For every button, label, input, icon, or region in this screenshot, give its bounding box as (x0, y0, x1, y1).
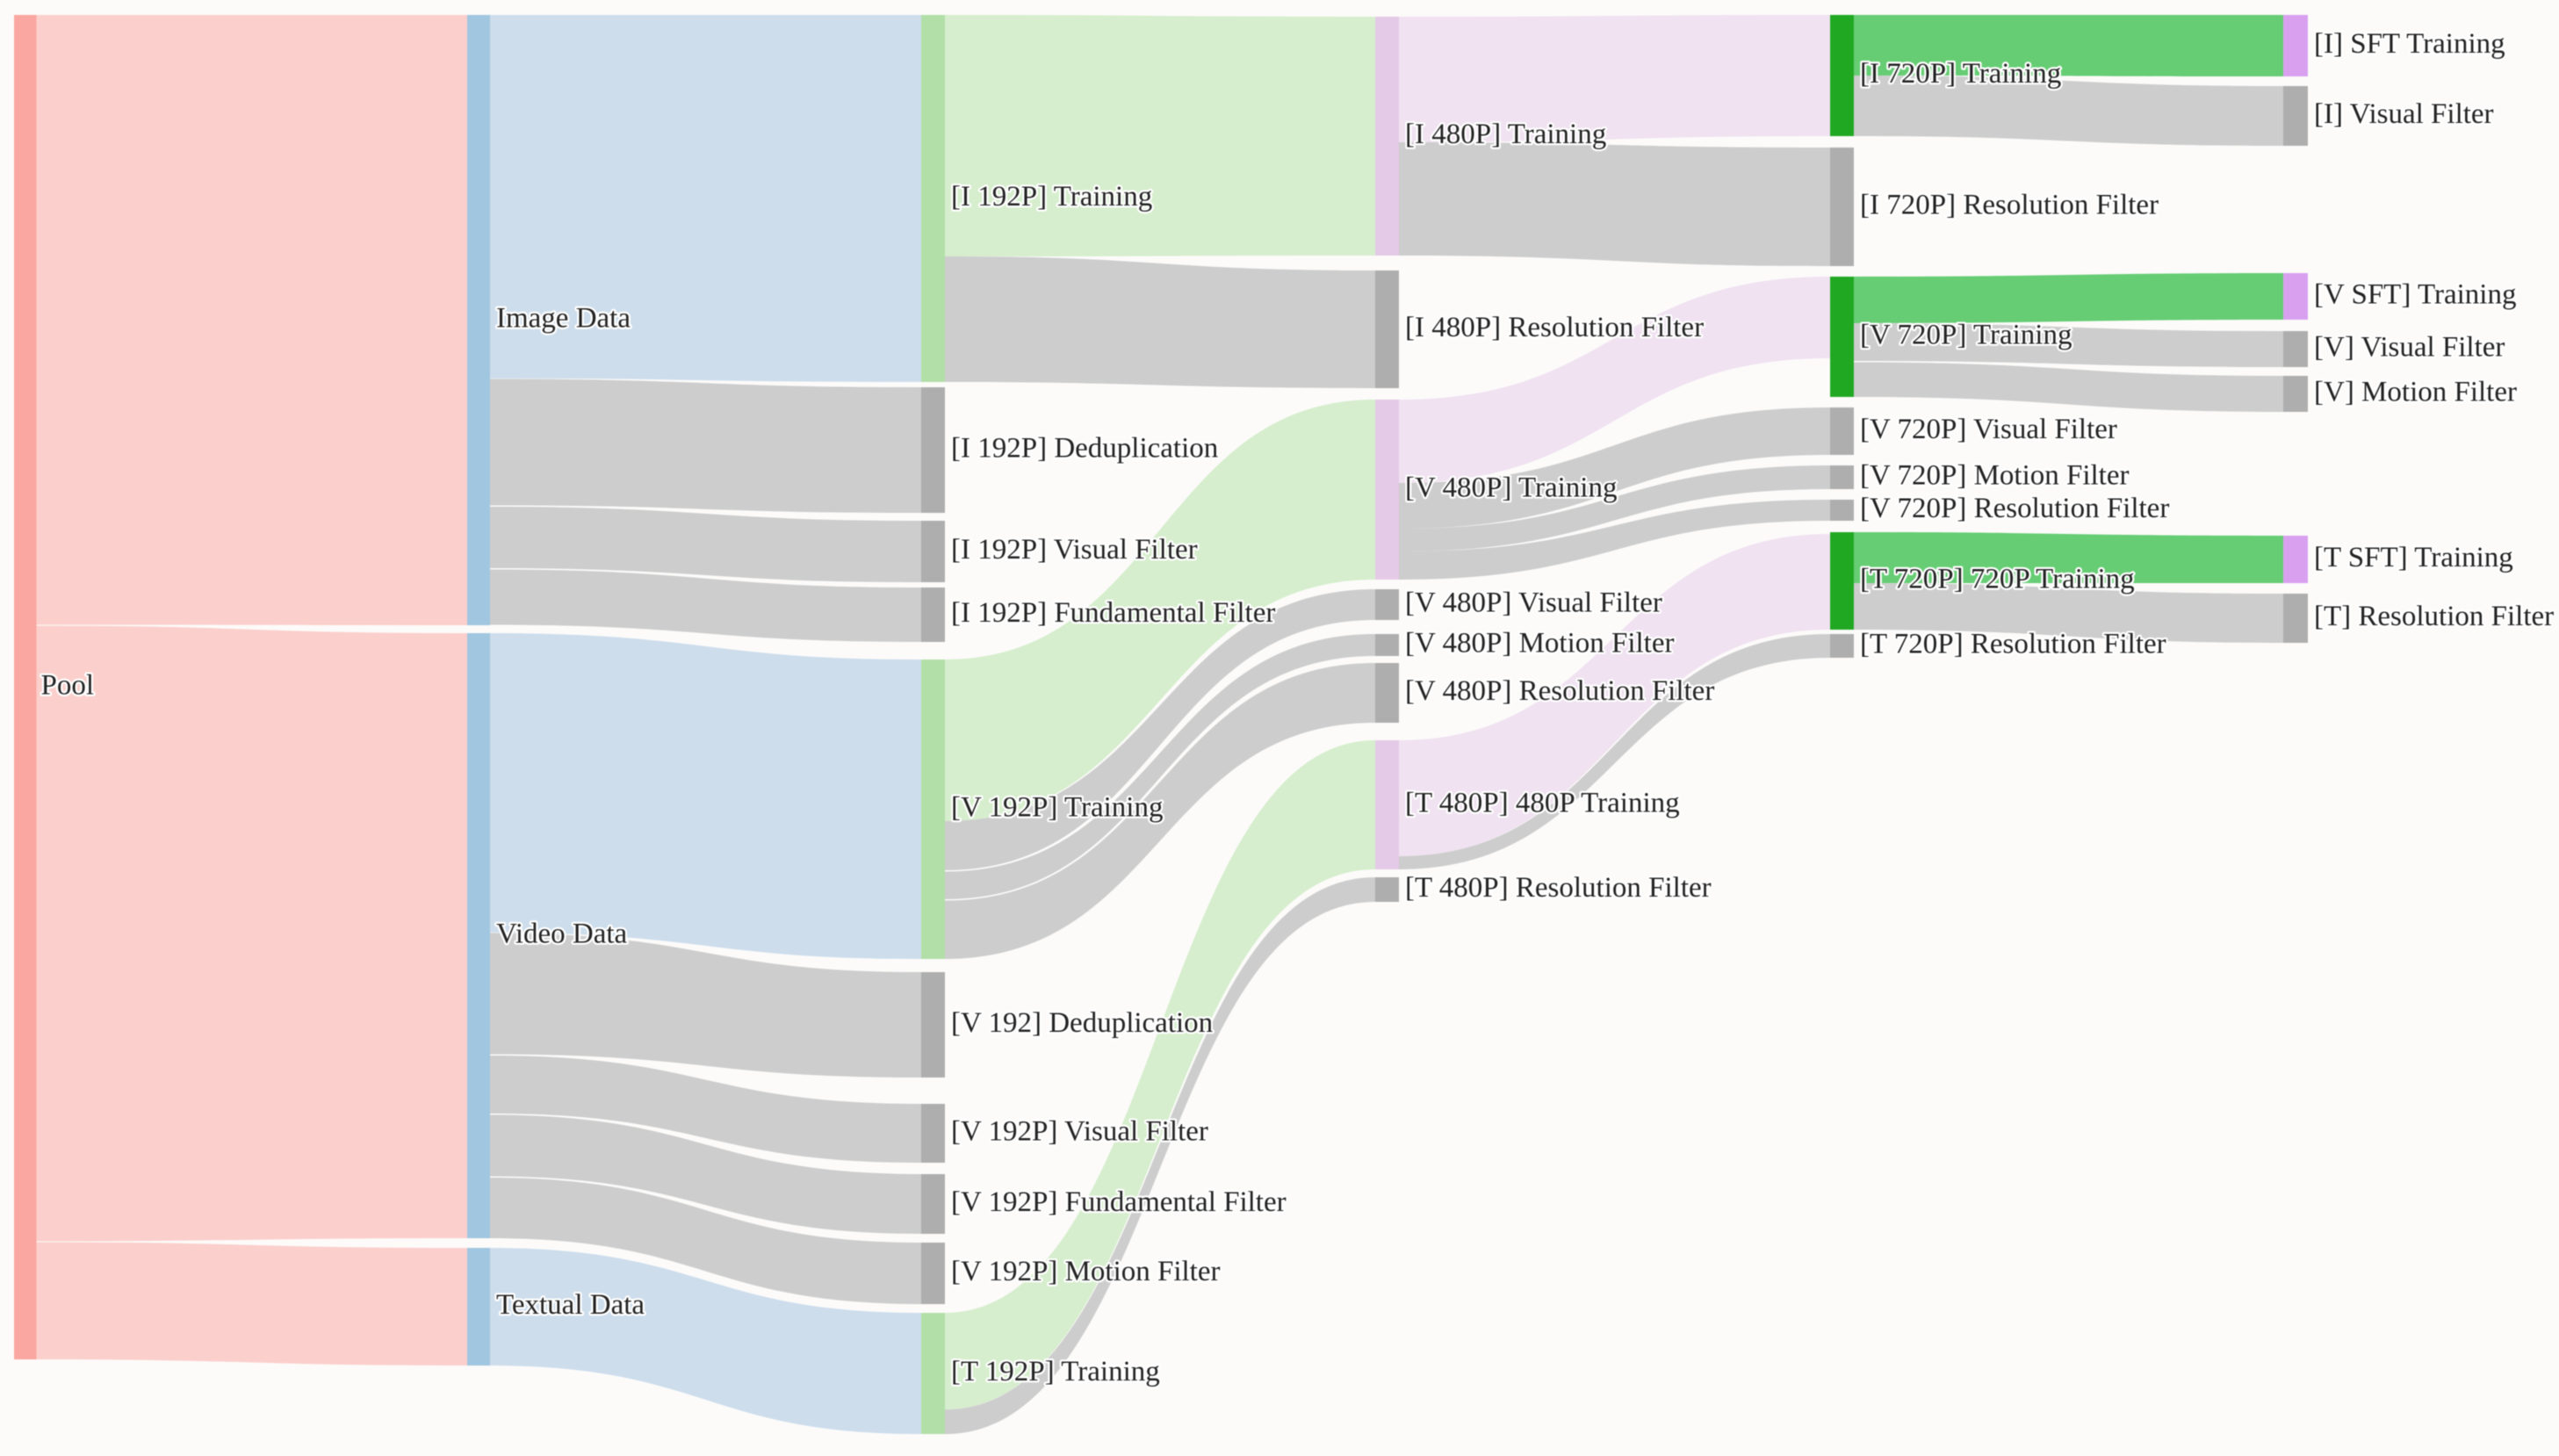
svg-text:[I 192P] Training: [I 192P] Training (951, 181, 1152, 213)
svg-text:[V 192P] Visual Filter: [V 192P] Visual Filter (951, 1115, 1208, 1147)
svg-text:[T 192P] Training: [T 192P] Training (951, 1356, 1160, 1388)
svg-text:[V 480P] Visual Filter: [V 480P] Visual Filter (1405, 587, 1662, 618)
svg-text:[T] Resolution Filter: [T] Resolution Filter (2314, 601, 2554, 632)
svg-text:[I] Visual Filter: [I] Visual Filter (2314, 98, 2494, 130)
svg-text:[T 720P] 720P Training: [T 720P] 720P Training (1860, 563, 2135, 595)
svg-text:[T 480P] Resolution Filter: [T 480P] Resolution Filter (1405, 872, 1712, 904)
svg-text:Video Data: Video Data (496, 918, 628, 949)
svg-text:[I] SFT Training: [I] SFT Training (2314, 28, 2505, 60)
svg-text:[I 720P] Resolution Filter: [I 720P] Resolution Filter (1860, 189, 2159, 220)
svg-text:[I 480P] Resolution Filter: [I 480P] Resolution Filter (1405, 312, 1704, 343)
svg-text:[V 192P] Motion Filter: [V 192P] Motion Filter (951, 1256, 1221, 1287)
svg-text:[V 720P] Resolution Filter: [V 720P] Resolution Filter (1860, 493, 2169, 524)
svg-text:[T 480P] 480P Training: [T 480P] 480P Training (1405, 787, 1680, 818)
svg-text:[V 480P] Training: [V 480P] Training (1405, 472, 1617, 503)
svg-text:[V 720P] Training: [V 720P] Training (1860, 319, 2072, 350)
svg-text:[I 192P] Fundamental Filter: [I 192P] Fundamental Filter (951, 597, 1275, 629)
svg-text:[V] Motion Filter: [V] Motion Filter (2314, 376, 2517, 407)
svg-text:[V 480P] Resolution Filter: [V 480P] Resolution Filter (1405, 675, 1714, 707)
svg-text:[V 192P] Training: [V 192P] Training (951, 791, 1163, 823)
svg-text:Pool: Pool (41, 669, 95, 701)
svg-text:[V 192P] Fundamental Filter: [V 192P] Fundamental Filter (951, 1186, 1287, 1218)
svg-text:[T 720P] Resolution Filter: [T 720P] Resolution Filter (1860, 628, 2166, 660)
svg-text:[I 720P] Training: [I 720P] Training (1860, 58, 2061, 90)
svg-text:[V 480P] Motion Filter: [V 480P] Motion Filter (1405, 627, 1675, 659)
svg-text:[I 480P] Training: [I 480P] Training (1405, 119, 1606, 150)
svg-text:[T SFT] Training: [T SFT] Training (2314, 542, 2513, 573)
svg-text:Textual Data: Textual Data (496, 1289, 645, 1321)
svg-text:[V SFT] Training: [V SFT] Training (2314, 278, 2516, 310)
svg-text:Image Data: Image Data (496, 302, 631, 334)
svg-text:[V 720P] Visual Filter: [V 720P] Visual Filter (1860, 414, 2117, 445)
svg-text:[V] Visual Filter: [V] Visual Filter (2314, 331, 2505, 363)
svg-text:[I 192P] Deduplication: [I 192P] Deduplication (951, 432, 1218, 464)
svg-text:[V 720P] Motion Filter: [V 720P] Motion Filter (1860, 459, 2130, 491)
svg-text:[V 192] Deduplication: [V 192] Deduplication (951, 1007, 1213, 1039)
svg-text:[I 192P] Visual Filter: [I 192P] Visual Filter (951, 534, 1198, 566)
